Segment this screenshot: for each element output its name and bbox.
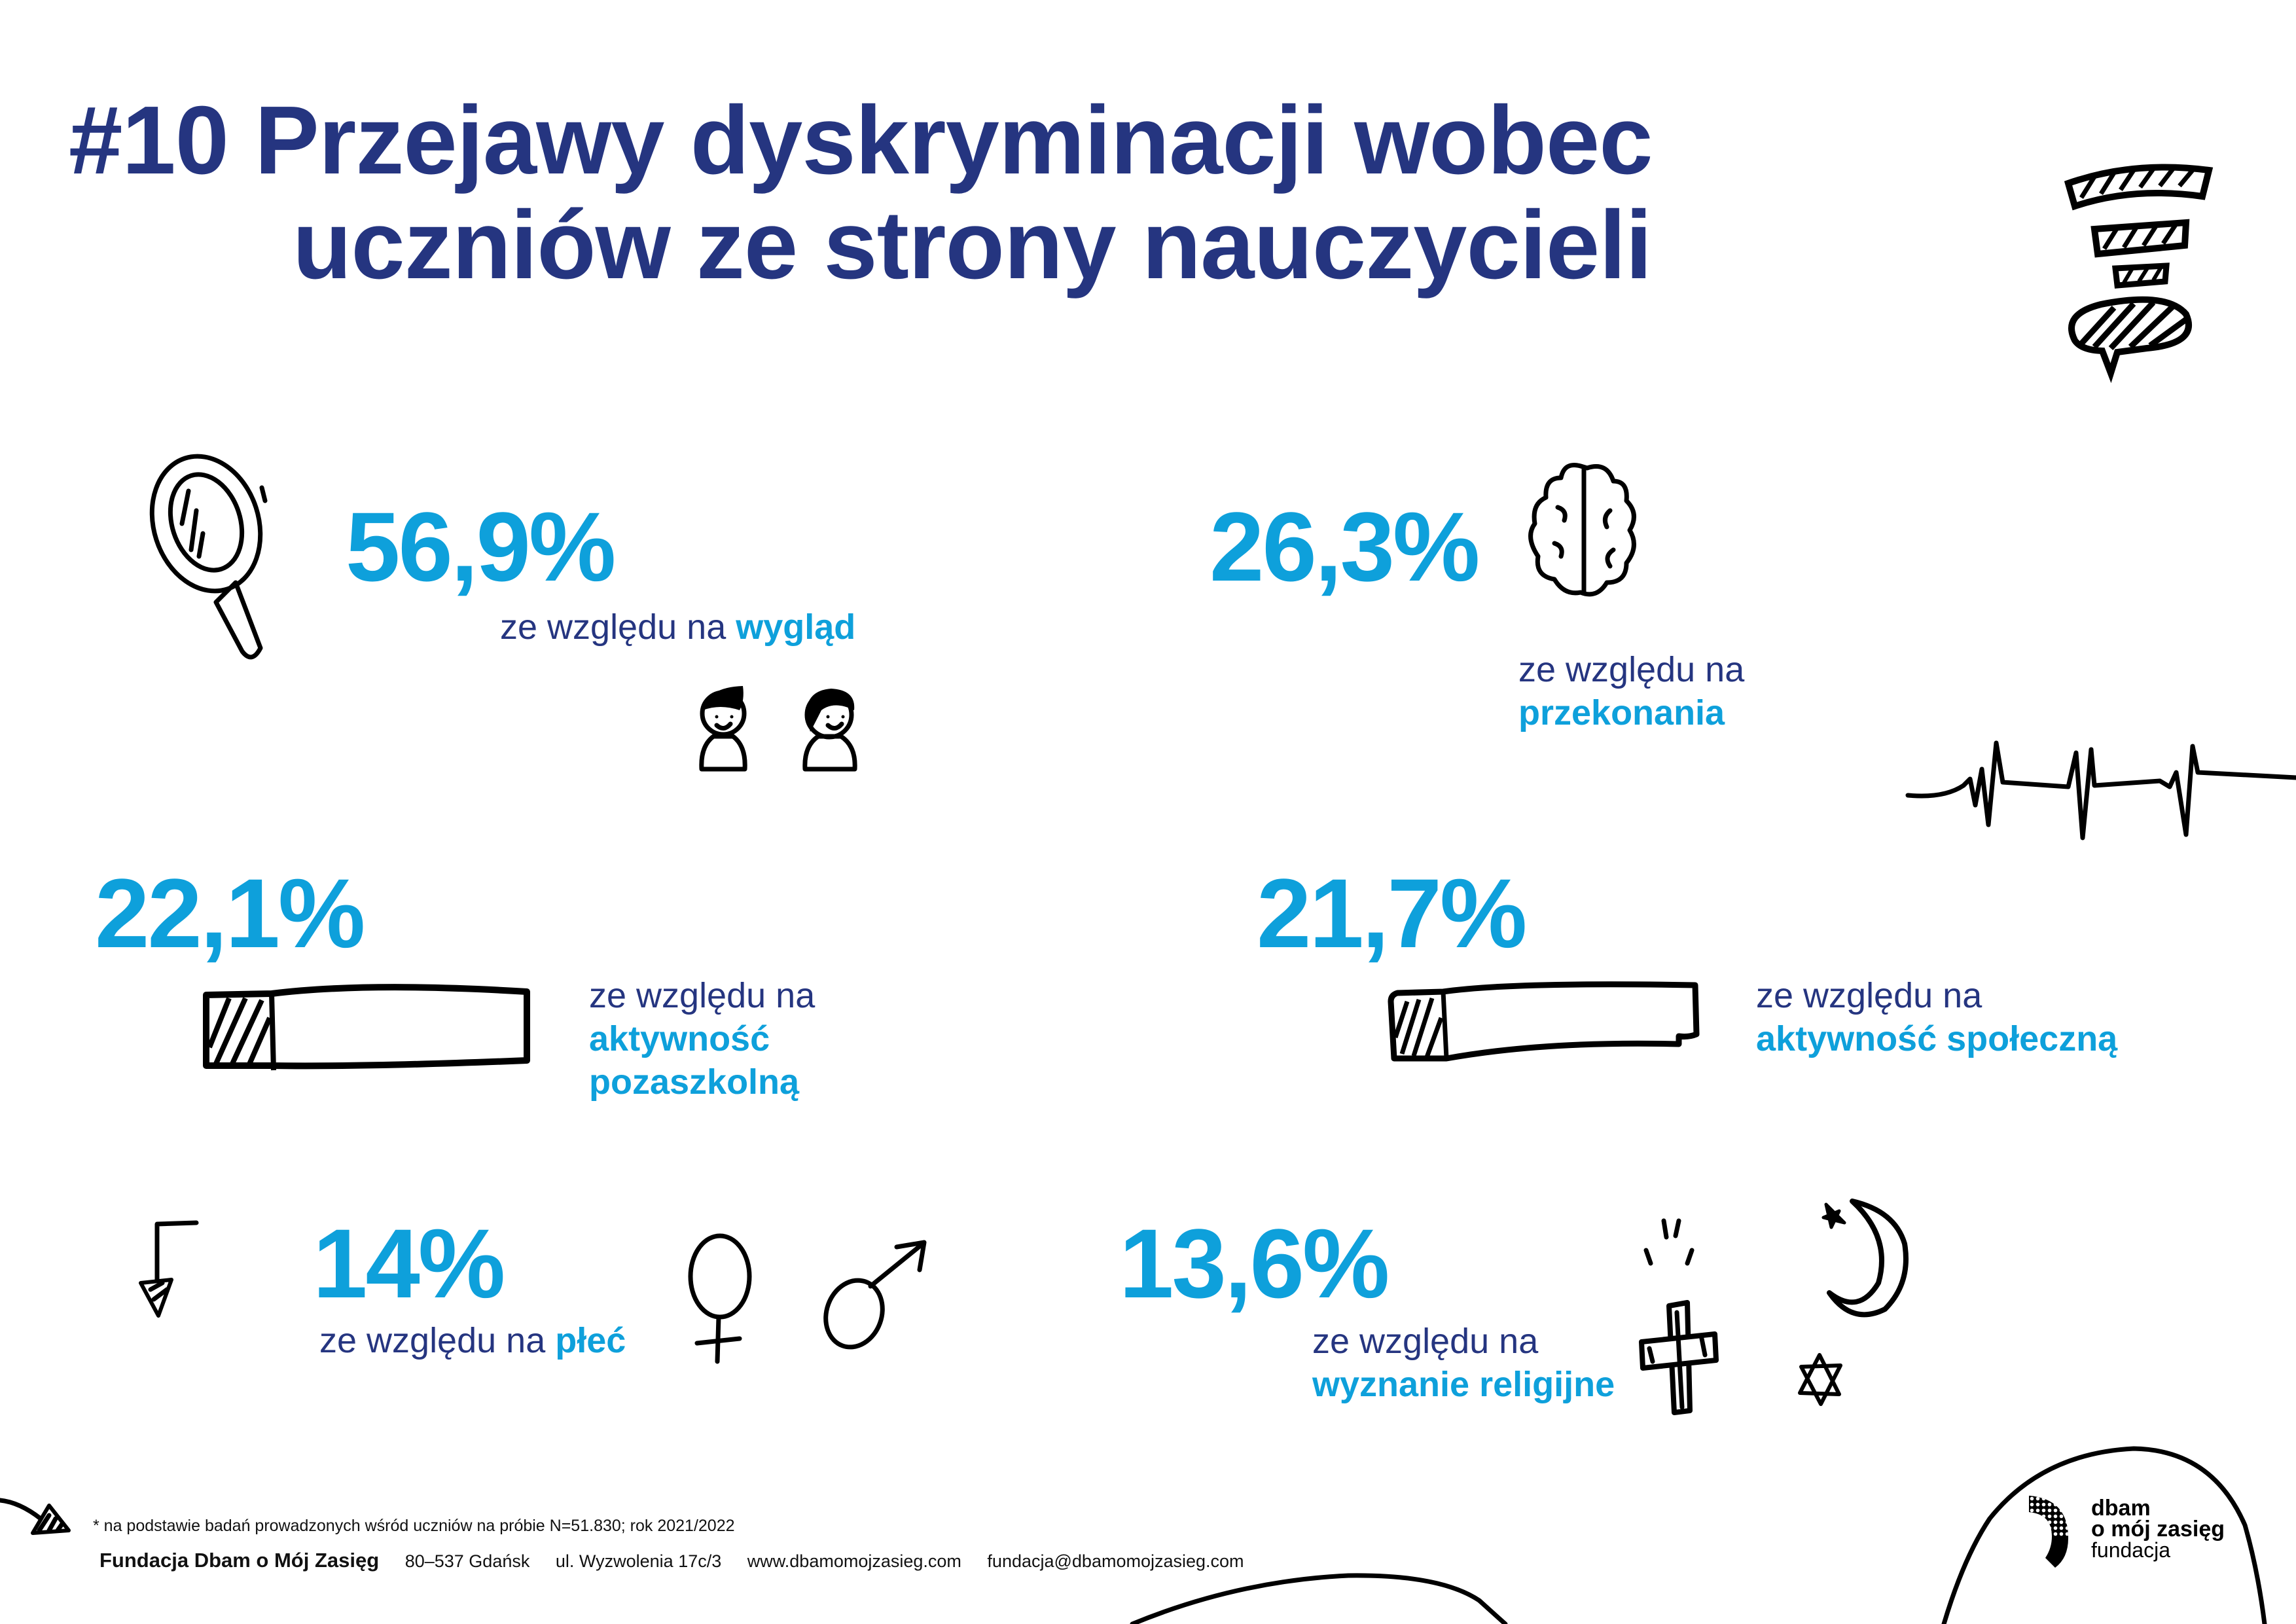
stat-label-gender: ze względu na płeć [319,1319,626,1362]
children-faces-icon [699,686,857,772]
footer-contact: Fundacja Dbam o Mój Zasięg 80–537 Gdańsk… [99,1549,1265,1572]
logo-frame-curve [1941,1446,2267,1624]
speech-bubble-icon [2064,164,2214,384]
foundation-logo-text: dbam o mój zasięg fundacja [2091,1496,2225,1562]
gender-symbols-icon [688,1233,927,1364]
stat-prefix: ze względu na [1312,1322,1539,1361]
stat-value-social-activity: 21,7% [1257,858,1527,968]
decorative-curve [1130,1573,1508,1624]
battery-icon [1388,981,1700,1062]
stat-prefix: ze względu na [500,607,726,647]
stat-category: płeć [555,1321,626,1360]
stat-category: aktywność społeczną [1756,1019,2118,1058]
stat-category: wyznanie religijne [1312,1365,1615,1404]
stat-label-appearance: ze względu na wygląd [500,605,855,649]
page-title: #10 Przejawy dyskryminacji wobec uczniów… [69,88,1653,298]
title-line2: uczniów ze strony nauczycieli [69,193,1653,298]
stat-value-beliefs: 26,3% [1210,492,1480,602]
stat-category: przekonania [1518,693,1725,732]
title-line2-bold: uczniów [293,191,671,299]
title-number: #10 [69,86,229,194]
brain-icon [1528,463,1636,597]
down-arrow-icon [139,1220,199,1318]
footer-org: Fundacja Dbam o Mój Zasięg [99,1549,380,1572]
stat-category: wygląd [736,607,856,647]
logo-line1: dbam [2091,1496,2151,1521]
stat-label-religion: ze względu na wyznanie religijne [1312,1320,1615,1406]
foundation-logo-mark [2029,1496,2068,1568]
logo-line3: fundacja [2091,1538,2170,1562]
footnote: * na podstawie badań prowadzonych wśród … [93,1517,735,1535]
heartbeat-line-icon [1905,740,2296,840]
magnifying-glass-icon [149,454,268,660]
stat-prefix: ze względu na [1518,650,1745,689]
title-line2-rest: ze strony nauczycieli [696,191,1653,299]
stat-prefix: ze względu na [319,1321,546,1360]
stat-value-gender: 14% [313,1208,505,1318]
footer-email-link[interactable]: fundacja@dbamomojzasieg.com [987,1551,1244,1571]
battery-icon [203,984,530,1071]
religious-symbols-icon [1639,1199,1909,1415]
stat-value-religion: 13,6% [1119,1208,1390,1318]
stat-prefix: ze względu na [589,976,816,1015]
stat-value-extracurricular: 22,1% [95,858,365,968]
curved-arrow-icon [0,1498,71,1535]
stat-prefix: ze względu na [1756,976,1982,1015]
stat-value-appearance: 56,9% [346,492,616,602]
title-line1: Przejawy dyskryminacji wobec [255,86,1653,194]
footer-postal: 80–537 Gdańsk [404,1551,530,1571]
logo-line2: o mój zasięg [2091,1517,2225,1542]
stat-category-line2: pozaszkolną [589,1062,800,1102]
stat-category-line1: aktywność [589,1019,770,1058]
footer-website-link[interactable]: www.dbamomojzasieg.com [747,1551,961,1571]
stat-label-beliefs: ze względu na przekonania [1518,648,1744,734]
footer-street: ul. Wyzwolenia 17c/3 [555,1551,722,1571]
stat-label-extracurricular: ze względu na aktywność pozaszkolną [589,974,815,1104]
stat-label-social-activity: ze względu na aktywność społeczną [1756,974,2117,1060]
